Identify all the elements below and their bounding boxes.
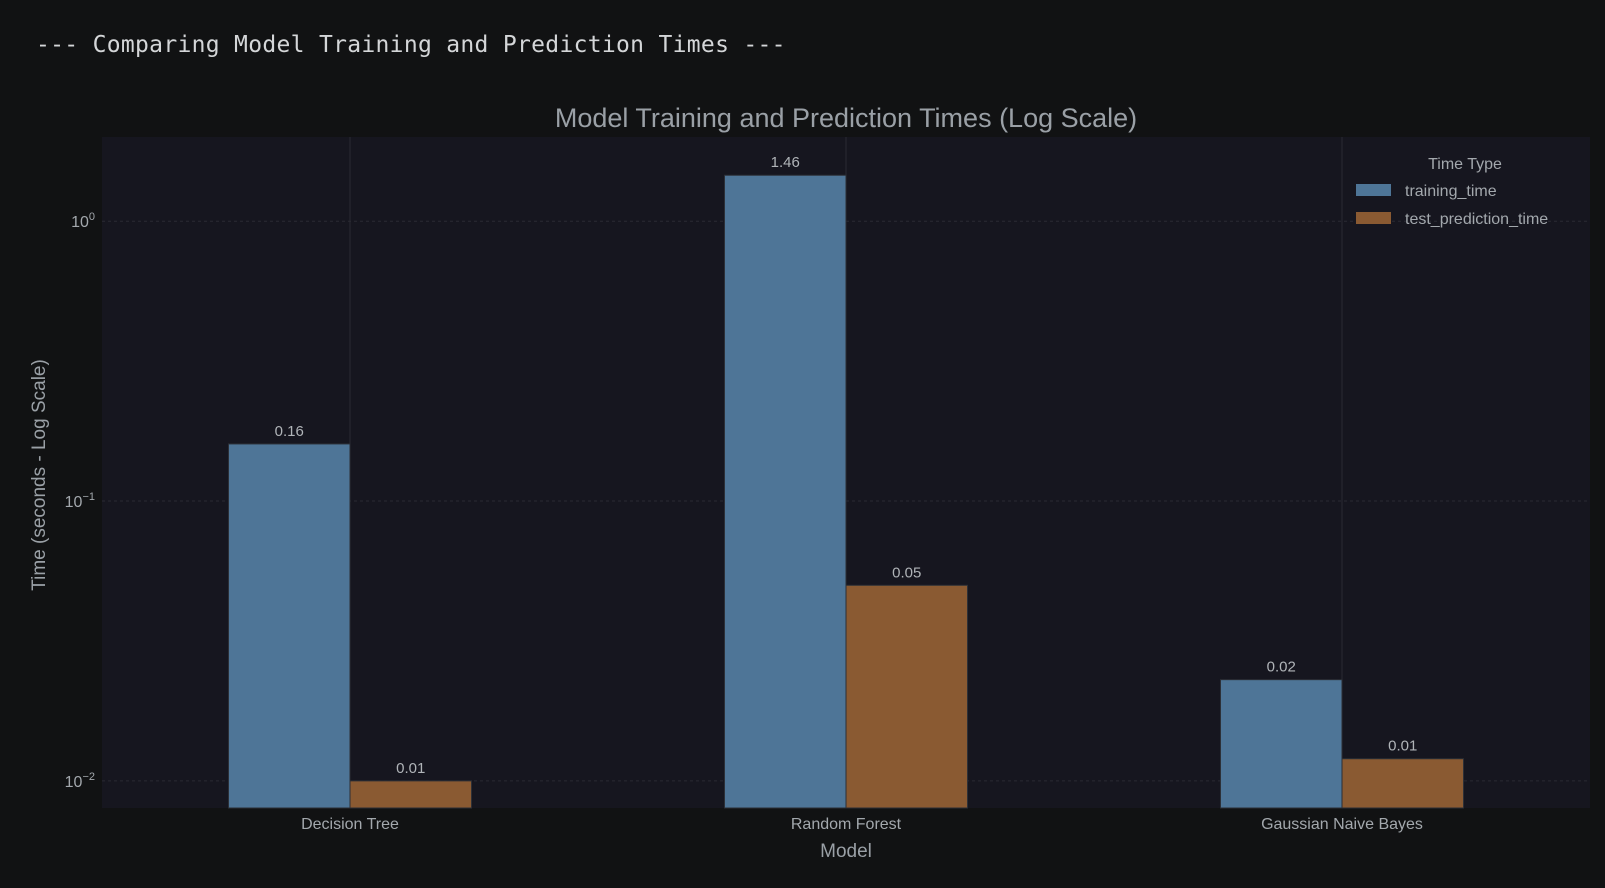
bar-training_time-1	[723, 174, 847, 809]
x-tick-label-1: Random Forest	[791, 816, 902, 833]
legend-swatch-test_prediction_time	[1356, 212, 1391, 224]
bar-training_time-2	[1219, 679, 1343, 809]
bar-training_time-0	[227, 443, 351, 809]
bar-test_prediction_time-0	[349, 780, 473, 809]
bar-value-label-test_prediction_time-1: 0.05	[892, 564, 921, 581]
y-tick-label-0: 100	[71, 211, 95, 231]
y-axis-ticks: 100 10−1 10−2	[65, 211, 95, 791]
x-tick-label-2: Gaussian Naive Bayes	[1261, 816, 1423, 833]
legend: Time Type training_time test_prediction_t…	[1356, 156, 1548, 228]
bar-value-label-test_prediction_time-0: 0.01	[396, 760, 425, 777]
bar-value-label-training_time-2: 0.02	[1267, 659, 1296, 676]
bars	[227, 174, 1465, 809]
bar-test_prediction_time-2	[1341, 758, 1465, 809]
y-tick-label-2: 10−2	[65, 771, 95, 791]
bar-value-label-training_time-0: 0.16	[275, 423, 304, 440]
console-header-text: --- Comparing Model Training and Predict…	[36, 32, 786, 58]
legend-title: Time Type	[1428, 156, 1502, 173]
bar-test_prediction_time-1	[845, 584, 969, 809]
bar-value-label-test_prediction_time-2: 0.01	[1388, 738, 1417, 755]
legend-swatch-training_time	[1356, 184, 1391, 196]
y-tick-label-1: 10−1	[65, 491, 95, 511]
bar-value-label-training_time-1: 1.46	[771, 154, 800, 171]
chart-title: Model Training and Prediction Times (Log…	[555, 103, 1137, 133]
x-tick-label-0: Decision Tree	[301, 816, 399, 833]
legend-label-training_time: training_time	[1405, 183, 1497, 200]
x-axis-ticks: Decision Tree Random Forest Gaussian Naive…	[301, 816, 1423, 833]
x-axis-label: Model	[820, 841, 872, 862]
bar-value-labels: 0.16 0.01 1.46 0.05 0.02 0.01	[275, 154, 1418, 777]
legend-label-test_prediction_time: test_prediction_time	[1405, 211, 1548, 228]
y-axis-label: Time (seconds - Log Scale)	[29, 359, 50, 591]
